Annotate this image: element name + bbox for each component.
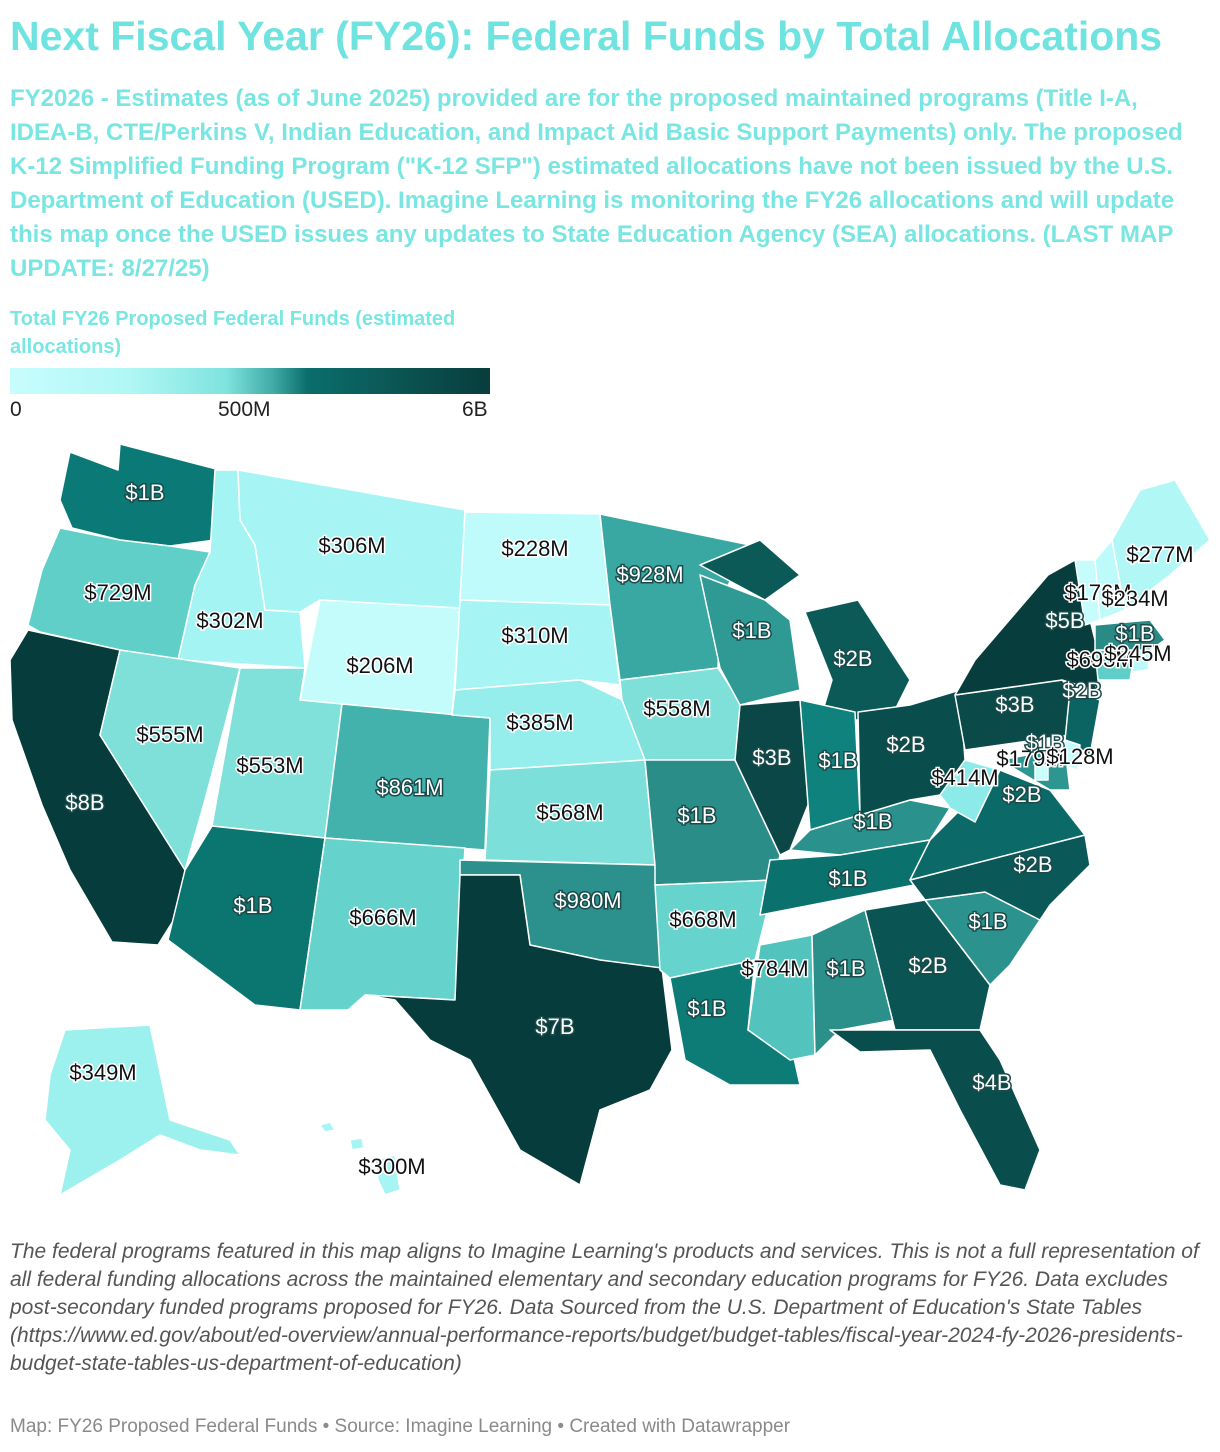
state-label-md: $1B <box>1025 730 1064 755</box>
legend-color-scale <box>10 368 490 394</box>
state-label-nv: $555M <box>136 722 203 747</box>
state-az[interactable] <box>167 825 326 1011</box>
state-label-ma: $1B <box>1115 621 1154 646</box>
state-label-de: $179M <box>996 746 1063 771</box>
legend-tick-min: 0 <box>10 398 22 421</box>
state-label-id: $302M <box>196 608 263 633</box>
state-label-ct: $693M <box>1066 647 1133 672</box>
state-label-in: $1B <box>818 748 857 773</box>
state-ms[interactable] <box>747 934 816 1061</box>
state-labels: $1B$729M$8B$302M$555M$306M$206M$553M$1B$… <box>64 479 1195 1181</box>
state-label-nm: $666M <box>349 905 416 930</box>
chart-description: FY2026 - Estimates (as of June 2025) pro… <box>10 85 1183 282</box>
state-label-la: $1B <box>687 996 726 1021</box>
state-label-al: $1B <box>826 956 865 981</box>
state-label-or: $729M <box>84 580 151 605</box>
state-label-nc: $2B <box>1013 852 1052 877</box>
state-label-mn: $928M <box>616 562 683 587</box>
state-label-wv: $414M <box>931 765 998 790</box>
state-label-dc: $128M <box>1046 744 1113 769</box>
state-label-oh: $2B <box>886 732 925 757</box>
state-wv[interactable] <box>939 759 1001 823</box>
state-label-fl: $4B <box>972 1070 1011 1095</box>
state-label-mi: $2B <box>833 646 872 671</box>
state-label-mt: $306M <box>318 533 385 558</box>
chart-title: Next Fiscal Year (FY26): Federal Funds b… <box>10 13 1163 59</box>
state-shapes <box>9 443 1211 1196</box>
state-label-ar: $668M <box>669 907 736 932</box>
state-ma[interactable] <box>1094 619 1166 651</box>
state-label-va: $2B <box>1002 782 1041 807</box>
state-label-ne: $385M <box>506 710 573 735</box>
state-label-ny: $5B <box>1045 608 1084 633</box>
state-label-ak: $349M <box>69 1060 136 1085</box>
state-label-tx: $7B <box>535 1014 574 1039</box>
state-hi[interactable] <box>319 1121 401 1196</box>
state-nj[interactable] <box>1064 689 1101 756</box>
state-label-ca: $8B <box>65 790 104 815</box>
state-label-mo: $1B <box>677 803 716 828</box>
legend-tick-mid: 500M <box>218 398 271 421</box>
state-me[interactable] <box>1111 479 1211 611</box>
state-label-wy: $206M <box>346 653 413 678</box>
state-label-sd: $310M <box>501 623 568 648</box>
state-la[interactable] <box>669 959 801 1086</box>
state-nv[interactable] <box>99 649 241 871</box>
state-label-az: $1B <box>233 893 272 918</box>
state-label-vt: $176M <box>1064 580 1131 605</box>
state-ga[interactable] <box>864 899 991 1031</box>
state-label-tn: $1B <box>828 866 867 891</box>
state-label-me: $277M <box>1126 542 1193 567</box>
state-sd[interactable] <box>454 599 621 691</box>
state-ak[interactable] <box>44 1024 241 1196</box>
map-footer: Map: FY26 Proposed Federal Funds • Sourc… <box>10 1416 791 1437</box>
map-notes: The federal programs featured in this ma… <box>10 1240 1199 1375</box>
state-label-il: $3B <box>752 745 791 770</box>
state-label-pa: $3B <box>995 692 1034 717</box>
state-label-ms: $784M <box>741 956 808 981</box>
state-tx[interactable] <box>364 874 673 1186</box>
state-label-co: $861M <box>376 775 443 800</box>
state-label-ri: $245M <box>1104 641 1171 666</box>
state-label-ga: $2B <box>908 953 947 978</box>
legend-tick-max: 6B <box>462 398 488 421</box>
state-label-ky: $1B <box>853 809 892 834</box>
state-wa[interactable] <box>59 443 221 547</box>
us-choropleth-map: $1B$729M$8B$302M$555M$306M$206M$553M$1B$… <box>9 443 1211 1196</box>
state-nc[interactable] <box>909 834 1091 921</box>
state-fl[interactable] <box>829 1029 1041 1191</box>
state-label-ks: $568M <box>536 800 603 825</box>
state-label-sc: $1B <box>968 909 1007 934</box>
state-label-ia: $558M <box>643 696 710 721</box>
state-label-wi: $1B <box>732 618 771 643</box>
state-label-nj: $2B <box>1062 678 1101 703</box>
state-label-ut: $553M <box>236 753 303 778</box>
state-dc[interactable] <box>1034 764 1049 781</box>
state-label-hi: $300M <box>358 1154 425 1179</box>
state-label-nd: $228M <box>501 536 568 561</box>
state-label-wa: $1B <box>125 480 164 505</box>
legend-title: Total FY26 Proposed Federal Funds (estim… <box>10 308 456 358</box>
state-label-ok: $980M <box>554 888 621 913</box>
state-label-nh: $234M <box>1101 586 1168 611</box>
